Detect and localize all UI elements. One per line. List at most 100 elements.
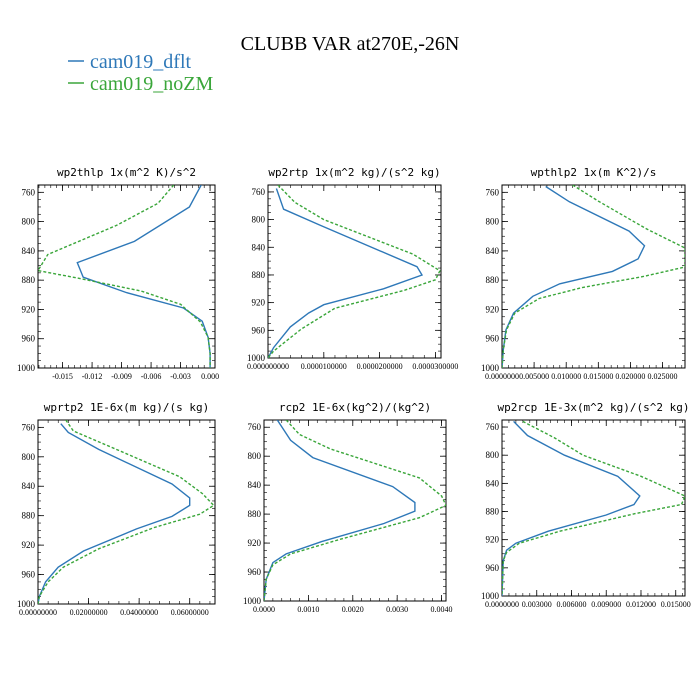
series-line-dflt	[502, 185, 646, 368]
y-tick-label: 880	[22, 511, 36, 521]
y-tick-label: 840	[22, 481, 36, 491]
y-tick-label: 1000	[481, 591, 500, 601]
panel-title: wp2rtp 1x(m^2 kg)/(s^2 kg)	[268, 166, 440, 179]
y-tick-label: 760	[486, 422, 500, 432]
y-tick-label: 840	[248, 480, 262, 490]
legend: cam019_dflt cam019_noZM	[68, 51, 214, 95]
y-tick-label: 760	[252, 187, 266, 197]
panel-title: wprtp2 1E-6x(m kg)/(s kg)	[44, 401, 210, 414]
x-tick-label: 0.0010	[297, 605, 319, 614]
series-line-nozm	[38, 185, 211, 368]
plot-frame	[501, 419, 686, 597]
panel-1: wp2thlp 1x(m^2 K)/s^2 760 800 840 880 920 960 1…	[17, 166, 219, 381]
x-tick-label: 0.00000000	[19, 608, 57, 617]
plot-frame	[501, 184, 686, 369]
series-line-dflt	[76, 185, 211, 368]
panels: wp2thlp 1x(m^2 K)/s^2 760 800 840 880 920 960 1…	[17, 166, 691, 617]
panel-3: wpthlp2 1x(m K^2)/s 760 800 840 880 920 960 100…	[481, 166, 686, 381]
y-tick-label: 920	[486, 535, 500, 545]
y-tick-label: 880	[252, 270, 266, 280]
y-tick-label: 800	[252, 215, 266, 225]
x-tick-label: -0.015	[52, 372, 73, 381]
x-tick-label: 0.0000100000	[301, 362, 347, 371]
y-tick-label: 880	[248, 509, 262, 519]
series-line-dflt	[502, 420, 641, 596]
y-tick-label: 960	[486, 563, 500, 573]
y-tick-label: 760	[22, 422, 36, 432]
x-tick-label: 0.0000	[253, 605, 275, 614]
series-line-nozm	[38, 420, 215, 604]
y-tick-label: 920	[486, 304, 500, 314]
x-tick-label: 0.0000000	[485, 600, 519, 609]
x-tick-label: 0.0040	[431, 605, 453, 614]
y-tick-label: 960	[252, 325, 266, 335]
legend-label-dflt: cam019_dflt	[90, 51, 192, 73]
y-tick-label: 760	[248, 422, 262, 432]
x-tick-label: 0.000	[201, 372, 219, 381]
x-tick-label: 0.012000	[626, 600, 656, 609]
y-tick-label: 880	[486, 507, 500, 517]
y-tick-label: 840	[486, 246, 500, 256]
x-tick-label: 0.009000	[591, 600, 621, 609]
panel-2: wp2rtp 1x(m^2 kg)/(s^2 kg)760 800 840 880 92…	[247, 166, 458, 371]
y-tick-label: 840	[252, 242, 266, 252]
legend-label-nozm: cam019_noZM	[90, 73, 214, 95]
y-tick-label: 920	[248, 538, 262, 548]
y-tick-label: 1000	[481, 363, 500, 373]
panel-title: rcp2 1E-6x(kg^2)/(kg^2)	[279, 401, 431, 414]
x-tick-label: 0.025000	[648, 372, 678, 381]
panel-5: rcp2 1E-6x(kg^2)/(kg^2) 760 800 840 880 920 96…	[243, 401, 453, 614]
y-tick-label: 800	[248, 451, 262, 461]
x-tick-label: -0.006	[141, 372, 162, 381]
x-tick-label: 0.010000	[551, 372, 581, 381]
y-tick-label: 800	[486, 450, 500, 460]
plot-frame	[37, 184, 216, 369]
y-tick-label: 1000	[247, 353, 266, 363]
x-tick-label: 0.0020	[342, 605, 364, 614]
y-tick-label: 760	[486, 187, 500, 197]
y-tick-label: 800	[486, 217, 500, 227]
series-line-dflt	[264, 420, 416, 601]
y-tick-label: 960	[22, 334, 36, 344]
y-tick-label: 960	[486, 334, 500, 344]
y-tick-label: 960	[22, 570, 36, 580]
panel-6: wp2rcp 1E-3x(m^2 kg)/(s^2 kg) 760 800 840 88…	[481, 401, 691, 609]
x-tick-label: 0.003000	[522, 600, 552, 609]
y-tick-label: 1000	[243, 596, 262, 606]
x-tick-label: 0.015000	[583, 372, 613, 381]
x-tick-label: 0.015000	[661, 600, 691, 609]
y-tick-label: 960	[248, 567, 262, 577]
y-tick-label: 920	[22, 540, 36, 550]
x-tick-label: 0.0000300000	[412, 362, 458, 371]
panel-title: wp2thlp 1x(m^2 K)/s^2	[57, 166, 196, 179]
y-tick-label: 1000	[17, 363, 36, 373]
series-line-nozm	[264, 420, 446, 601]
x-tick-label: 0.06000000	[171, 608, 209, 617]
x-tick-label: 0.000000000	[247, 362, 289, 371]
x-tick-label: 0.0030	[386, 605, 408, 614]
x-tick-label: -0.012	[82, 372, 103, 381]
y-tick-label: 760	[22, 187, 36, 197]
x-tick-label: 0.020000	[615, 372, 645, 381]
y-tick-label: 920	[22, 304, 36, 314]
plot-frame	[263, 419, 447, 602]
series-line-nozm	[502, 420, 685, 596]
x-tick-label: 0.04000000	[120, 608, 158, 617]
series-line-nozm	[268, 185, 441, 358]
y-tick-label: 840	[486, 478, 500, 488]
y-tick-label: 880	[486, 275, 500, 285]
plot-frame	[267, 184, 442, 359]
panel-title: wpthlp2 1x(m K^2)/s	[531, 166, 657, 179]
x-tick-label: 0.0000200000	[357, 362, 403, 371]
x-tick-label: 0.005000	[519, 372, 549, 381]
series-line-dflt	[38, 423, 191, 604]
y-tick-label: 1000	[17, 599, 36, 609]
figure-title: CLUBB VAR at270E,-26N	[241, 33, 460, 55]
x-tick-label: 0.02000000	[70, 608, 108, 617]
series-line-dflt	[268, 188, 424, 358]
y-tick-label: 800	[22, 217, 36, 227]
x-tick-label: -0.003	[170, 372, 191, 381]
y-tick-label: 840	[22, 246, 36, 256]
series-line-nozm	[502, 185, 685, 368]
